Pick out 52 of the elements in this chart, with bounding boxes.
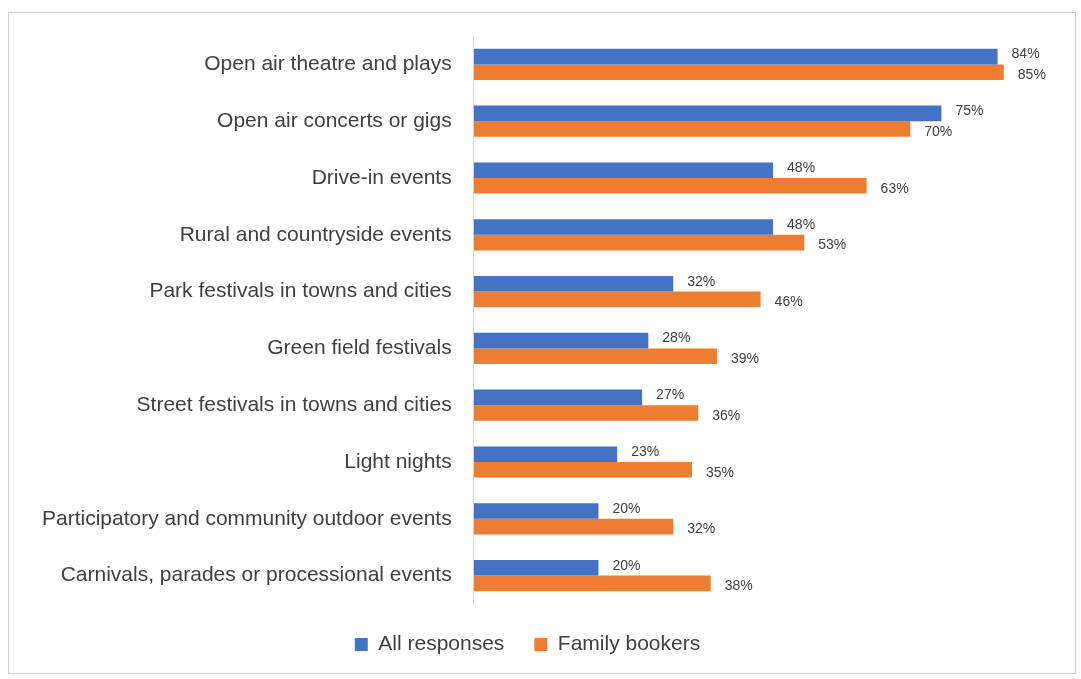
data-label: 48% <box>787 215 816 232</box>
bar <box>473 405 699 421</box>
bar <box>473 462 692 478</box>
y-tick-label: Carnivals, parades or processional events <box>60 562 452 586</box>
data-label: 39% <box>730 350 759 367</box>
data-label: 27% <box>656 386 685 403</box>
y-tick-label: Rural and countryside events <box>179 221 452 245</box>
bar <box>473 575 711 592</box>
data-label: 28% <box>662 329 691 346</box>
data-label: 35% <box>705 463 735 480</box>
bar <box>473 446 618 462</box>
bar <box>473 234 805 251</box>
bar <box>473 219 774 235</box>
bar <box>473 518 674 535</box>
bar <box>473 348 717 365</box>
y-tick-label: Green field festivals <box>267 335 452 359</box>
bar <box>473 503 599 519</box>
data-label: 53% <box>818 236 847 253</box>
legend-label: Family bookers <box>557 631 701 655</box>
data-label: 84% <box>1011 45 1040 62</box>
data-label: 46% <box>774 293 803 310</box>
y-tick-label: Light nights <box>344 448 452 472</box>
data-label: 32% <box>687 520 716 537</box>
y-tick-label: Drive-in events <box>311 164 452 188</box>
data-label: 48% <box>787 159 816 176</box>
bar <box>473 64 1004 81</box>
data-label: 32% <box>687 272 716 289</box>
data-label: 23% <box>631 443 660 460</box>
bar <box>473 105 942 122</box>
bar <box>473 178 867 194</box>
data-label: 20% <box>612 499 641 516</box>
data-label: 38% <box>724 577 753 594</box>
y-tick-label: Park festivals in towns and cities <box>149 278 452 302</box>
y-tick-label: Participatory and community outdoor events <box>41 505 452 529</box>
bar <box>473 48 998 65</box>
bar <box>473 389 643 406</box>
data-label: 85% <box>1017 66 1046 83</box>
y-tick-label: Street festivals in towns and cities <box>136 392 452 415</box>
y-tick-label: Open air theatre and plays <box>204 51 452 75</box>
data-label: 63% <box>880 179 909 196</box>
bar <box>473 291 761 308</box>
bar <box>473 275 674 292</box>
data-label: 20% <box>612 556 641 573</box>
data-label: 75% <box>955 102 984 119</box>
data-label: 70% <box>924 122 953 139</box>
bar <box>473 162 774 178</box>
bar <box>473 559 599 576</box>
legend-label: All responses <box>378 631 505 655</box>
y-tick-label: Open air concerts or gigs <box>217 108 452 131</box>
data-label: 36% <box>712 406 741 423</box>
bar <box>473 121 911 137</box>
bar <box>473 332 649 349</box>
